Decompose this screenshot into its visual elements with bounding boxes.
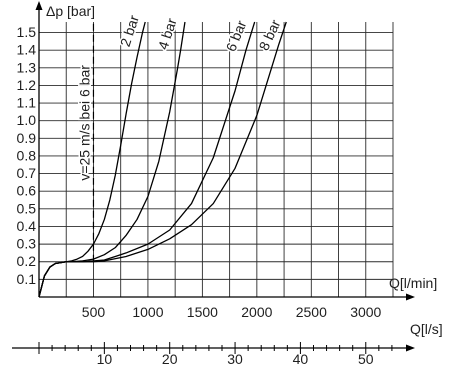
y-tick-label: 1.4 <box>17 42 37 58</box>
velocity-limit-label: v=25 m/s bei 6 bar <box>76 65 92 181</box>
y-tick-label: 0.4 <box>17 218 37 234</box>
series-line-8-bar <box>38 21 287 298</box>
series-label: 6 bar <box>223 18 250 54</box>
series-line-6-bar <box>38 21 256 298</box>
series-label: 2 bar <box>117 13 142 49</box>
y-tick-label: 0.2 <box>17 253 37 269</box>
y-tick-label: 1.1 <box>17 95 37 111</box>
y-tick-label: 0.7 <box>17 165 37 181</box>
series-label: 4 bar <box>155 16 180 52</box>
y-tick-label: 0.1 <box>17 271 37 287</box>
axis-layer <box>12 1 415 354</box>
x-tick-label: 500 <box>82 304 106 320</box>
secondary-tick-label: 40 <box>293 351 309 367</box>
secondary-axis-label: Q[l/s] <box>410 321 443 337</box>
curve-layer <box>38 21 287 298</box>
x-tick-label: 2500 <box>296 304 327 320</box>
y-tick-label: 0.3 <box>17 236 37 252</box>
y-tick-label: 1.3 <box>17 59 37 75</box>
y-axis-arrow <box>35 1 43 10</box>
y-tick-label: 0.8 <box>17 147 37 163</box>
x-tick-label: 3000 <box>350 304 381 320</box>
secondary-tick-label: 10 <box>97 351 113 367</box>
y-tick-label: 0.9 <box>17 130 37 146</box>
y-tick-label: 1.5 <box>17 24 37 40</box>
y-tick-label: 0.6 <box>17 183 37 199</box>
series-label: 8 bar <box>255 17 283 53</box>
y-axis-label: Δp [bar] <box>46 3 95 19</box>
secondary-tick-label: 20 <box>162 351 178 367</box>
secondary-tick-label: 30 <box>227 351 243 367</box>
x-tick-label: 2000 <box>241 304 272 320</box>
x-tick-label: 1000 <box>132 304 163 320</box>
y-tick-label: 1.0 <box>17 112 37 128</box>
secondary-axis-arrow <box>406 344 415 352</box>
y-tick-label: 1.2 <box>17 77 37 93</box>
x-axis-label: Q[l/min] <box>389 275 437 291</box>
grid-layer <box>39 22 394 297</box>
series-line-4-bar <box>38 21 186 298</box>
x-tick-label: 1500 <box>187 304 218 320</box>
y-tick-label: 0.5 <box>17 200 37 216</box>
x-axis-arrow <box>406 293 415 301</box>
secondary-tick-label: 50 <box>358 351 374 367</box>
